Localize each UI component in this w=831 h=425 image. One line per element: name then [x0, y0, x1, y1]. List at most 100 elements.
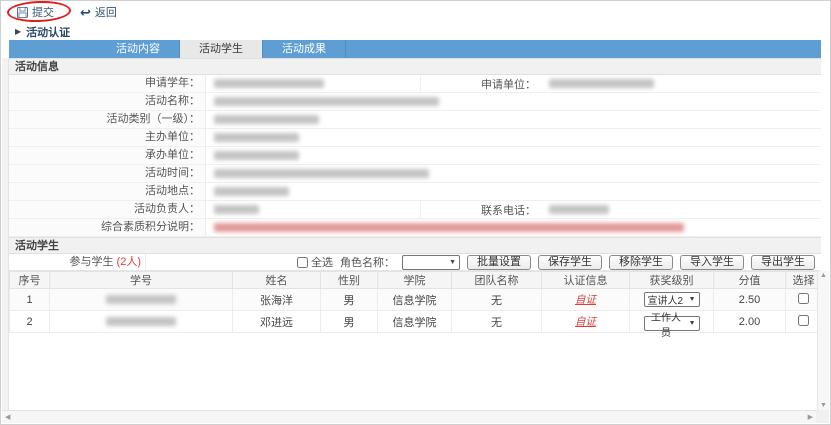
scrollbar-corner [816, 410, 829, 423]
form-row: 活动类别（一级）： [9, 111, 821, 129]
remove-students-button[interactable]: 移除学生 [609, 254, 673, 270]
cell-college: 信息学院 [377, 310, 452, 333]
field-value [206, 132, 821, 144]
chevron-down-icon: ▼ [688, 320, 696, 328]
col-header-no: 序号 [9, 271, 50, 289]
col-header-team: 团队名称 [451, 271, 542, 289]
field-value [541, 78, 821, 90]
form-row: 活动负责人： 联系电话： [9, 201, 821, 219]
col-header-score: 分值 [713, 271, 786, 289]
redacted-value [214, 97, 439, 107]
field-value [206, 201, 421, 218]
section-toggle-label: 活动认证 [26, 26, 71, 39]
redacted-value [214, 187, 289, 197]
col-header-name: 姓名 [232, 271, 321, 289]
scroll-up-arrow-icon[interactable]: ▲ [820, 272, 827, 279]
cell-team: 无 [451, 288, 542, 311]
col-header-student-id: 学号 [49, 271, 233, 289]
save-students-button[interactable]: 保存学生 [538, 254, 602, 270]
field-value [206, 222, 821, 234]
field-label: 综合素质积分说明： [9, 219, 206, 236]
field-label: 承办单位： [9, 147, 206, 164]
field-label: 申请学年： [9, 75, 206, 92]
form-row: 活动名称： [9, 93, 821, 111]
field-label: 活动时间： [9, 165, 206, 182]
collapse-arrow-icon: ▶ [15, 26, 22, 36]
left-gutter [2, 58, 9, 410]
submit-button-label: 提交 [32, 7, 54, 19]
participants-label: 参与学生 (2人) [9, 254, 146, 270]
field-label: 申请单位： [481, 78, 536, 91]
export-students-button[interactable]: 导出学生 [751, 254, 815, 270]
cell-name: 邓进远 [232, 310, 321, 333]
field-label: 活动负责人： [9, 201, 206, 218]
cell-name: 张海洋 [232, 288, 321, 311]
redacted-value [549, 79, 654, 89]
activity-info-title: 活动信息 [9, 58, 821, 75]
award-level-select[interactable]: 宣讲人2 ▼ [643, 292, 700, 307]
redacted-value [214, 115, 319, 125]
select-all-checkbox[interactable] [297, 256, 308, 268]
students-table: 序号 学号 姓名 性别 学院 团队名称 认证信息 获奖级别 分值 选择 1 张海… [9, 271, 822, 339]
cell-no: 2 [9, 310, 50, 333]
cell-gender: 男 [320, 310, 378, 333]
field-value [206, 96, 821, 108]
scroll-right-arrow-icon[interactable]: ▶ [807, 414, 813, 421]
role-select[interactable]: ▼ [402, 254, 460, 270]
activity-info-form: 申请学年： 申请单位： 活动名称： 活动类别（一级）： 主办单位： 承办单位： [9, 75, 821, 237]
field-label: 联系电话： [481, 204, 536, 217]
tab-activity-students[interactable]: 活动学生 [180, 40, 263, 59]
redacted-value [214, 151, 299, 161]
chevron-down-icon: ▼ [449, 258, 456, 266]
redacted-value [106, 317, 176, 327]
submit-button[interactable]: 提交 [17, 4, 54, 20]
save-icon [17, 6, 28, 18]
section-toggle-activity-cert[interactable]: ▶ 活动认证 [1, 23, 830, 40]
back-arrow-icon: ↩ [80, 4, 91, 20]
vertical-scrollbar[interactable]: ▲ ▼ [817, 271, 829, 410]
redacted-value [106, 295, 176, 305]
field-value [206, 75, 421, 92]
role-name-label: 角色名称： [340, 257, 395, 269]
table-header-row: 序号 学号 姓名 性别 学院 团队名称 认证信息 获奖级别 分值 选择 [9, 271, 822, 289]
select-all-label: 全选 [311, 257, 333, 269]
main-content: 活动信息 申请学年： 申请单位： 活动名称： 活动类别（一级）： 主办单位： [9, 58, 822, 339]
col-header-gender: 性别 [320, 271, 378, 289]
cell-gender: 男 [320, 288, 378, 311]
row-select-checkbox[interactable] [798, 314, 809, 326]
tab-activity-content[interactable]: 活动内容 [97, 40, 180, 59]
batch-set-button[interactable]: 批量设置 [467, 254, 531, 270]
import-students-button[interactable]: 导入学生 [680, 254, 744, 270]
horizontal-scrollbar[interactable]: ◀ ▶ [2, 410, 816, 423]
redacted-value [214, 133, 299, 143]
form-row: 综合素质积分说明： [9, 219, 821, 237]
tab-bar: 活动内容 活动学生 活动成果 [9, 40, 821, 59]
table-row: 2 邓进远 男 信息学院 无 自证 工作人员 ▼ 2.00 [9, 310, 822, 339]
cell-score: 2.50 [713, 288, 786, 311]
form-row: 申请学年： 申请单位： [9, 75, 821, 93]
award-level-select[interactable]: 工作人员 ▼ [643, 313, 700, 339]
back-button[interactable]: ↩ 返回 [80, 4, 117, 20]
cell-team: 无 [451, 310, 542, 333]
form-row: 活动地点： [9, 183, 821, 201]
field-value [206, 186, 821, 198]
table-row: 1 张海洋 男 信息学院 无 自证 宣讲人2 ▼ 2.50 [9, 288, 822, 311]
students-actions: 全选 角色名称： ▼ 批量设置 保存学生 移除学生 导入学生 导出学生 [297, 254, 821, 270]
participants-count: (2人) [116, 256, 141, 268]
cert-info-link[interactable]: 自证 [575, 294, 596, 306]
form-row: 主办单位： [9, 129, 821, 147]
field-label: 活动类别（一级）： [9, 111, 206, 128]
scroll-left-arrow-icon[interactable]: ◀ [5, 414, 11, 421]
redacted-value [214, 223, 684, 233]
col-header-award-level: 获奖级别 [629, 271, 714, 289]
redacted-value [549, 205, 609, 215]
scroll-down-arrow-icon[interactable]: ▼ [820, 402, 827, 409]
field-value [541, 204, 821, 216]
row-select-checkbox[interactable] [798, 292, 809, 304]
cell-score: 2.00 [713, 310, 786, 333]
field-label: 活动地点： [9, 183, 206, 200]
tab-activity-results[interactable]: 活动成果 [263, 40, 346, 59]
cert-info-link[interactable]: 自证 [575, 316, 596, 328]
cell-student-id [49, 310, 233, 333]
